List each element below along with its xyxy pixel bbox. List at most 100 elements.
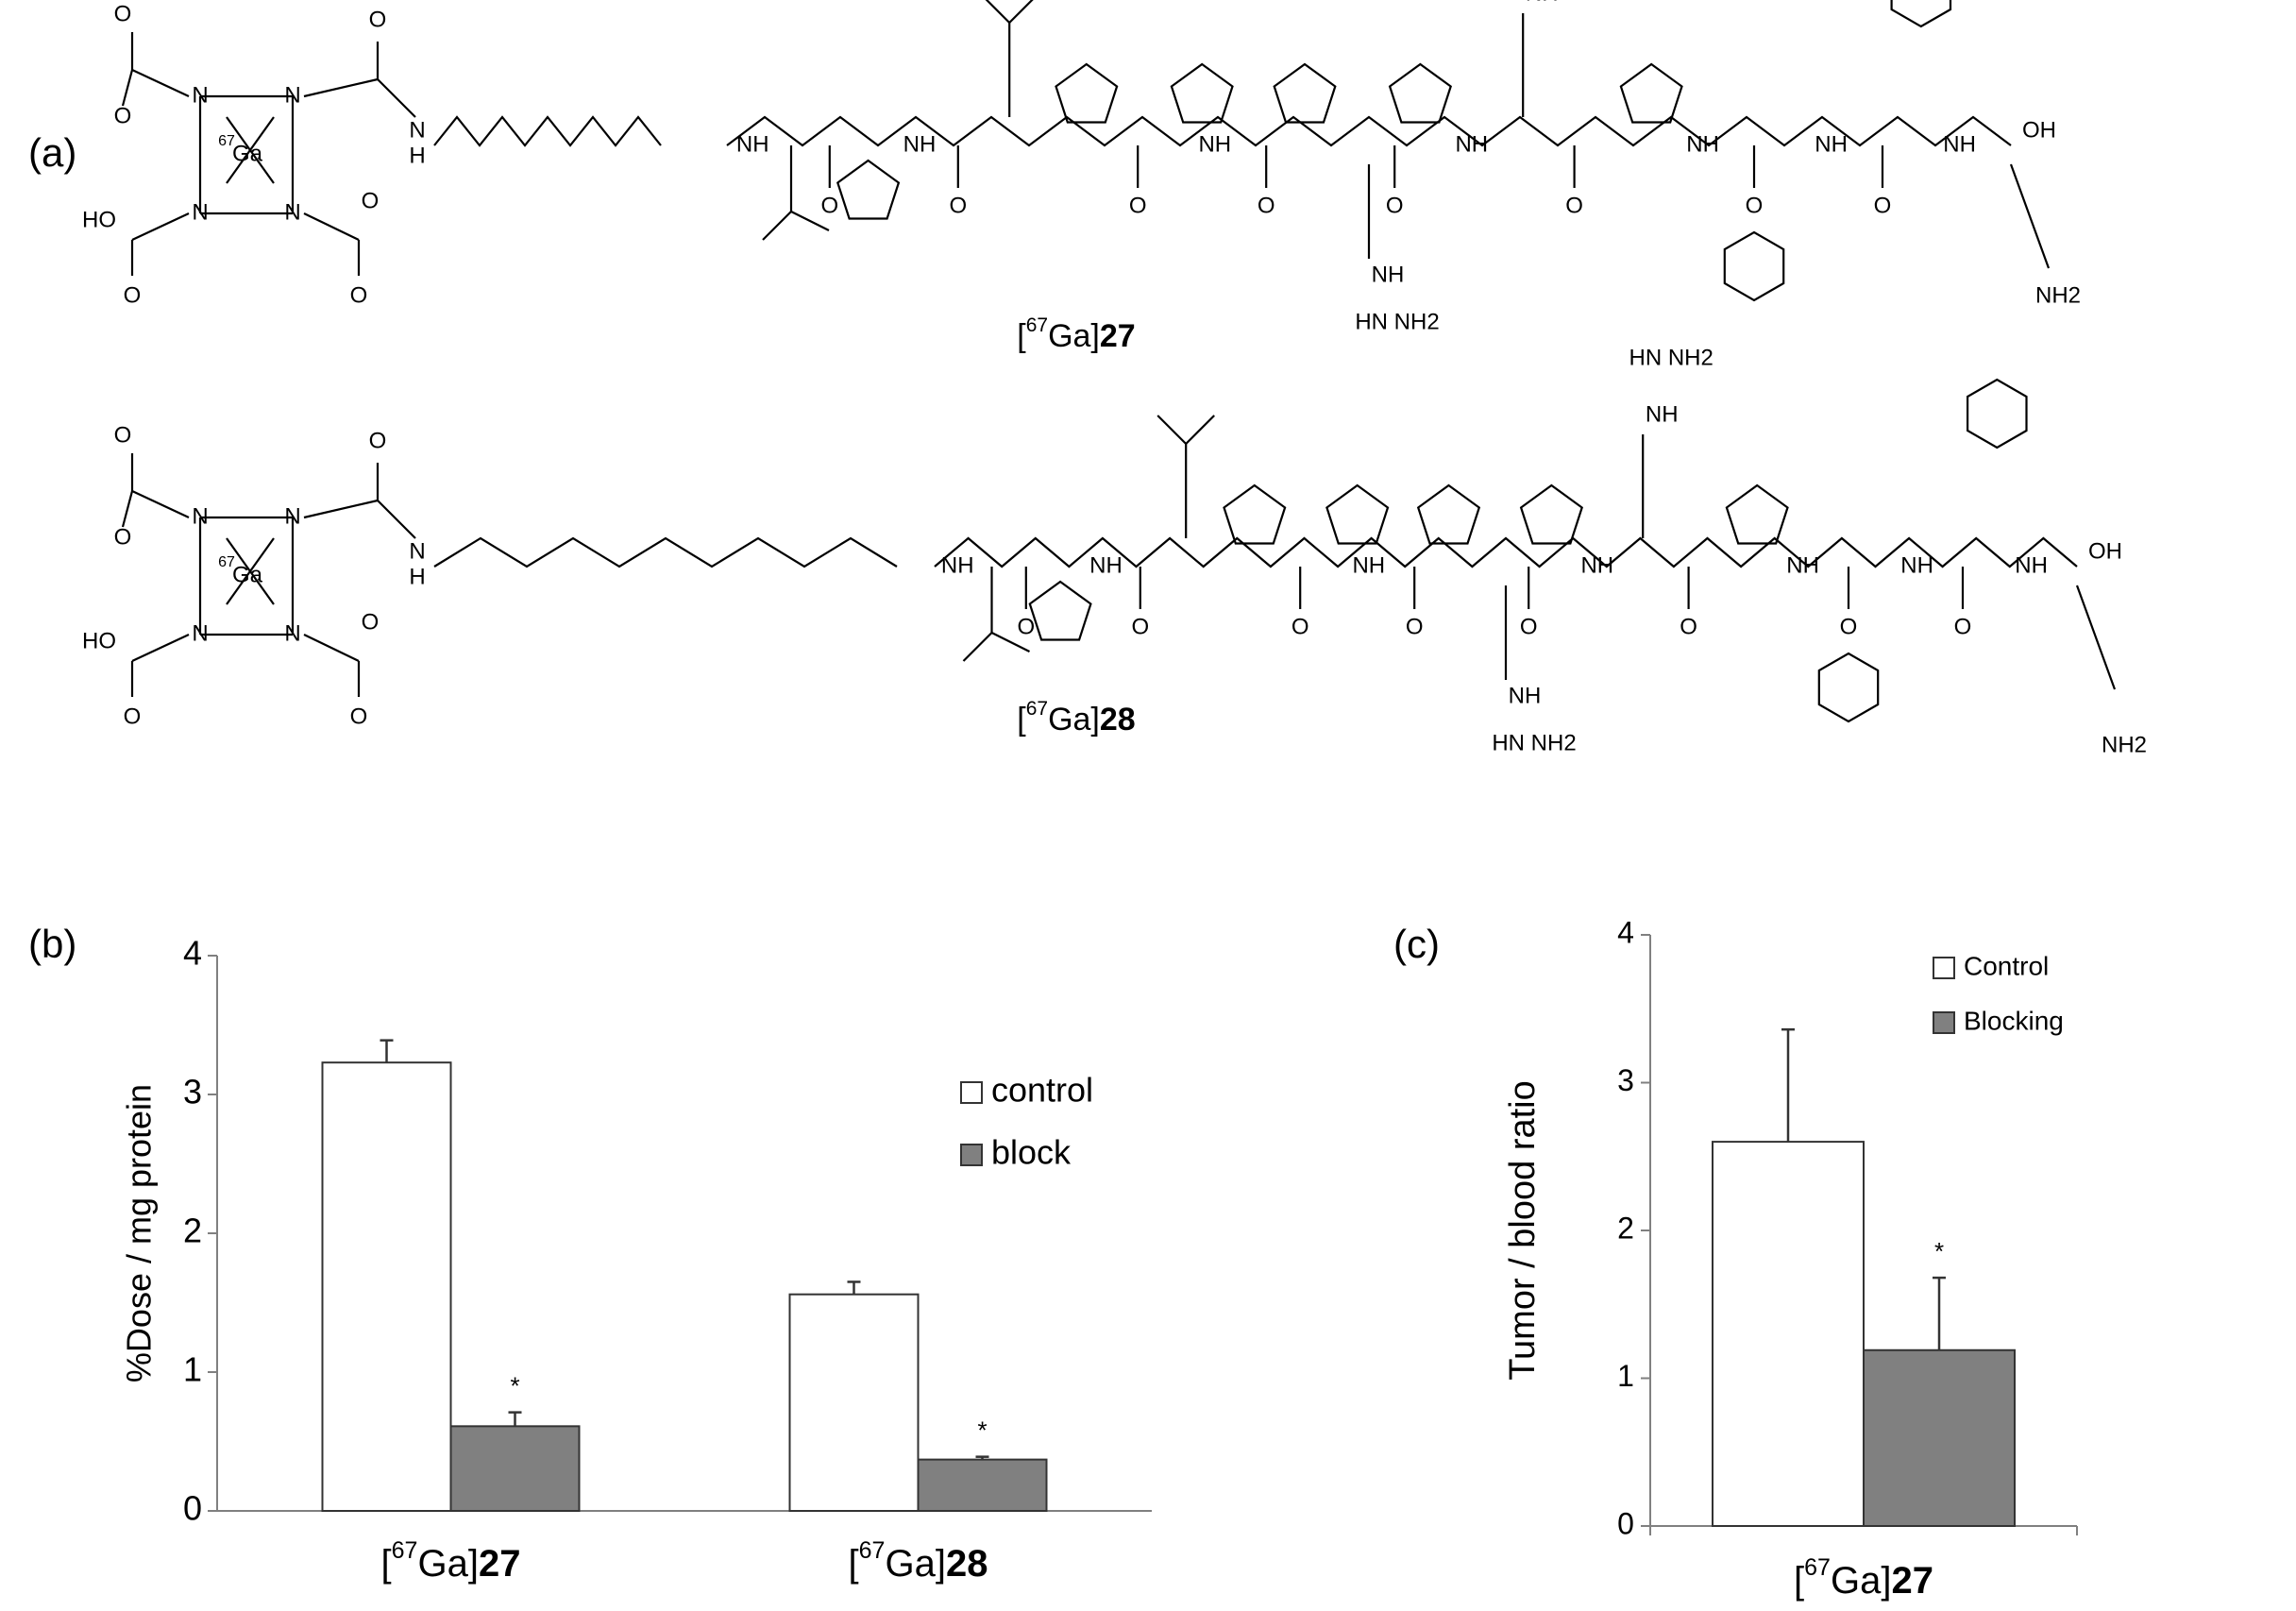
atom-NH: NH [941,552,974,578]
panel-label-a: (a) [28,130,77,175]
compound-label: [67Ga]28 [1017,698,1135,738]
proline-ring [1519,483,1583,545]
bond [303,634,360,662]
bond [226,537,275,605]
atom-O: O [124,282,142,308]
bond [985,0,1010,24]
bond [762,211,792,241]
bond [303,212,360,241]
atom-O: O [350,282,368,308]
significance-mark: * [977,1416,987,1445]
atom-HO: HO [82,207,116,232]
atom-O: O [1017,614,1035,639]
proline-ring [1028,580,1092,641]
atom-O: O [350,704,368,729]
proline-ring [1619,62,1683,124]
atom-Ga: Ga [232,141,263,166]
bond [991,632,1030,653]
bond [121,69,134,107]
bond [2009,163,2051,269]
atom-N: N [409,117,425,143]
atom-O: O [362,609,380,635]
atom-NH: NH [1372,262,1405,287]
atom-NH: NH [1198,131,1231,157]
atom-O: O [369,7,387,32]
atom-O: O [1129,193,1147,218]
proline-ring [1725,483,1789,545]
peg-linker [433,536,898,568]
proline-ring [1223,483,1287,545]
bond [303,77,379,98]
atom-O: O [1386,193,1404,218]
bond [226,116,275,184]
atom-O: O [1292,614,1309,639]
isotope-label: 67 [218,133,235,149]
atom-N: N [192,199,208,225]
y-tick-label: 3 [183,1073,202,1111]
peptide-backbone [726,115,2012,147]
bar [1712,1141,1865,1527]
atom-NH: NH [1352,552,1385,578]
y-tick-label: 2 [183,1212,202,1250]
atom-O: O [1520,614,1538,639]
atom-NH2: NH2 [2102,732,2147,757]
atom-Ga: Ga [232,562,263,587]
y-tick-label: 0 [1617,1506,1634,1540]
legend-swatch [1933,1011,1955,1034]
atom-O: O [1258,193,1275,218]
atom-O: O [362,188,380,213]
x-tick-label: [67Ga]27 [1794,1553,1933,1601]
atom-H: H [409,564,425,589]
atom-O: O [1746,193,1764,218]
bond [131,634,190,662]
bond [121,490,134,528]
atom-O: O [1406,614,1424,639]
significance-mark: * [510,1372,519,1400]
bar [321,1061,452,1512]
atom-N: N [192,620,208,646]
compound-label: [67Ga]27 [1017,314,1135,354]
bar [449,1425,581,1512]
atom-N: N [284,199,300,225]
atom-NH: NH [736,131,769,157]
proline-ring [1416,483,1481,545]
atom-NH: NH [2015,552,2048,578]
atom-NH: NH [1089,552,1123,578]
y-tick-label: 4 [183,934,202,973]
y-tick-label: 1 [183,1350,202,1389]
atom-NH: NH [1646,401,1679,427]
bond [131,490,190,518]
y-tick-label: 0 [183,1489,202,1528]
panel-label-c: (c) [1393,922,1440,966]
proline-ring [1325,483,1390,545]
y-tick-label: 4 [1617,915,1634,949]
atom-O: O [1131,614,1149,639]
legend-label: block [991,1133,1072,1172]
atom-NH: NH [1580,552,1613,578]
bond [377,500,416,539]
legend-swatch [1933,957,1955,979]
bond [131,212,190,241]
atom-NH: NH [903,131,937,157]
atom-O: O [820,193,838,218]
atom-NH: NH [1509,683,1542,708]
atom-OH: OH [2022,117,2056,143]
atom-NH: NH [1815,131,1848,157]
atom-N: N [192,82,208,108]
atom-O: O [1565,193,1583,218]
legend-label: Control [1964,951,2049,980]
y-tick-label: 2 [1617,1211,1634,1245]
atom-NH: NH [1686,131,1719,157]
atom-O: O [114,103,132,128]
bar [917,1458,1048,1512]
atom-NH: NH [1786,552,1819,578]
legend-swatch [960,1144,983,1166]
legend-label: control [991,1071,1093,1110]
proline-ring [1055,62,1119,124]
atom-H: H [409,143,425,168]
panel-label-b: (b) [28,922,77,966]
peptide-backbone [934,536,2078,568]
legend-swatch [960,1081,983,1104]
